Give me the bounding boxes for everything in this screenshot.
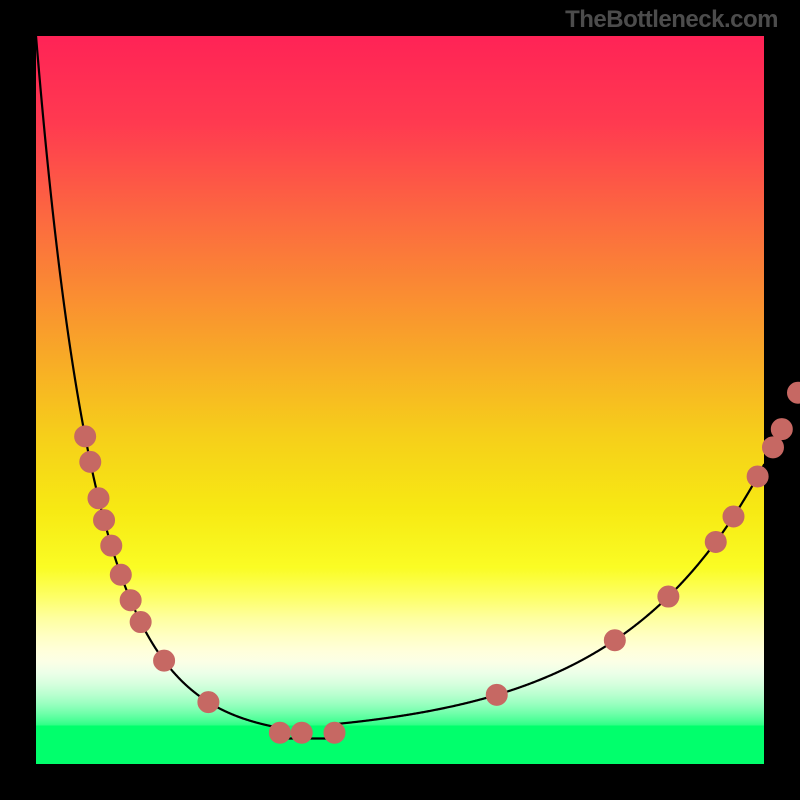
- data-dot: [762, 437, 783, 458]
- watermark-text: TheBottleneck.com: [565, 6, 778, 34]
- chart-stage: TheBottleneck.com: [0, 0, 800, 800]
- plot-area: [36, 36, 764, 764]
- data-dot: [771, 419, 792, 440]
- data-dot: [788, 382, 800, 403]
